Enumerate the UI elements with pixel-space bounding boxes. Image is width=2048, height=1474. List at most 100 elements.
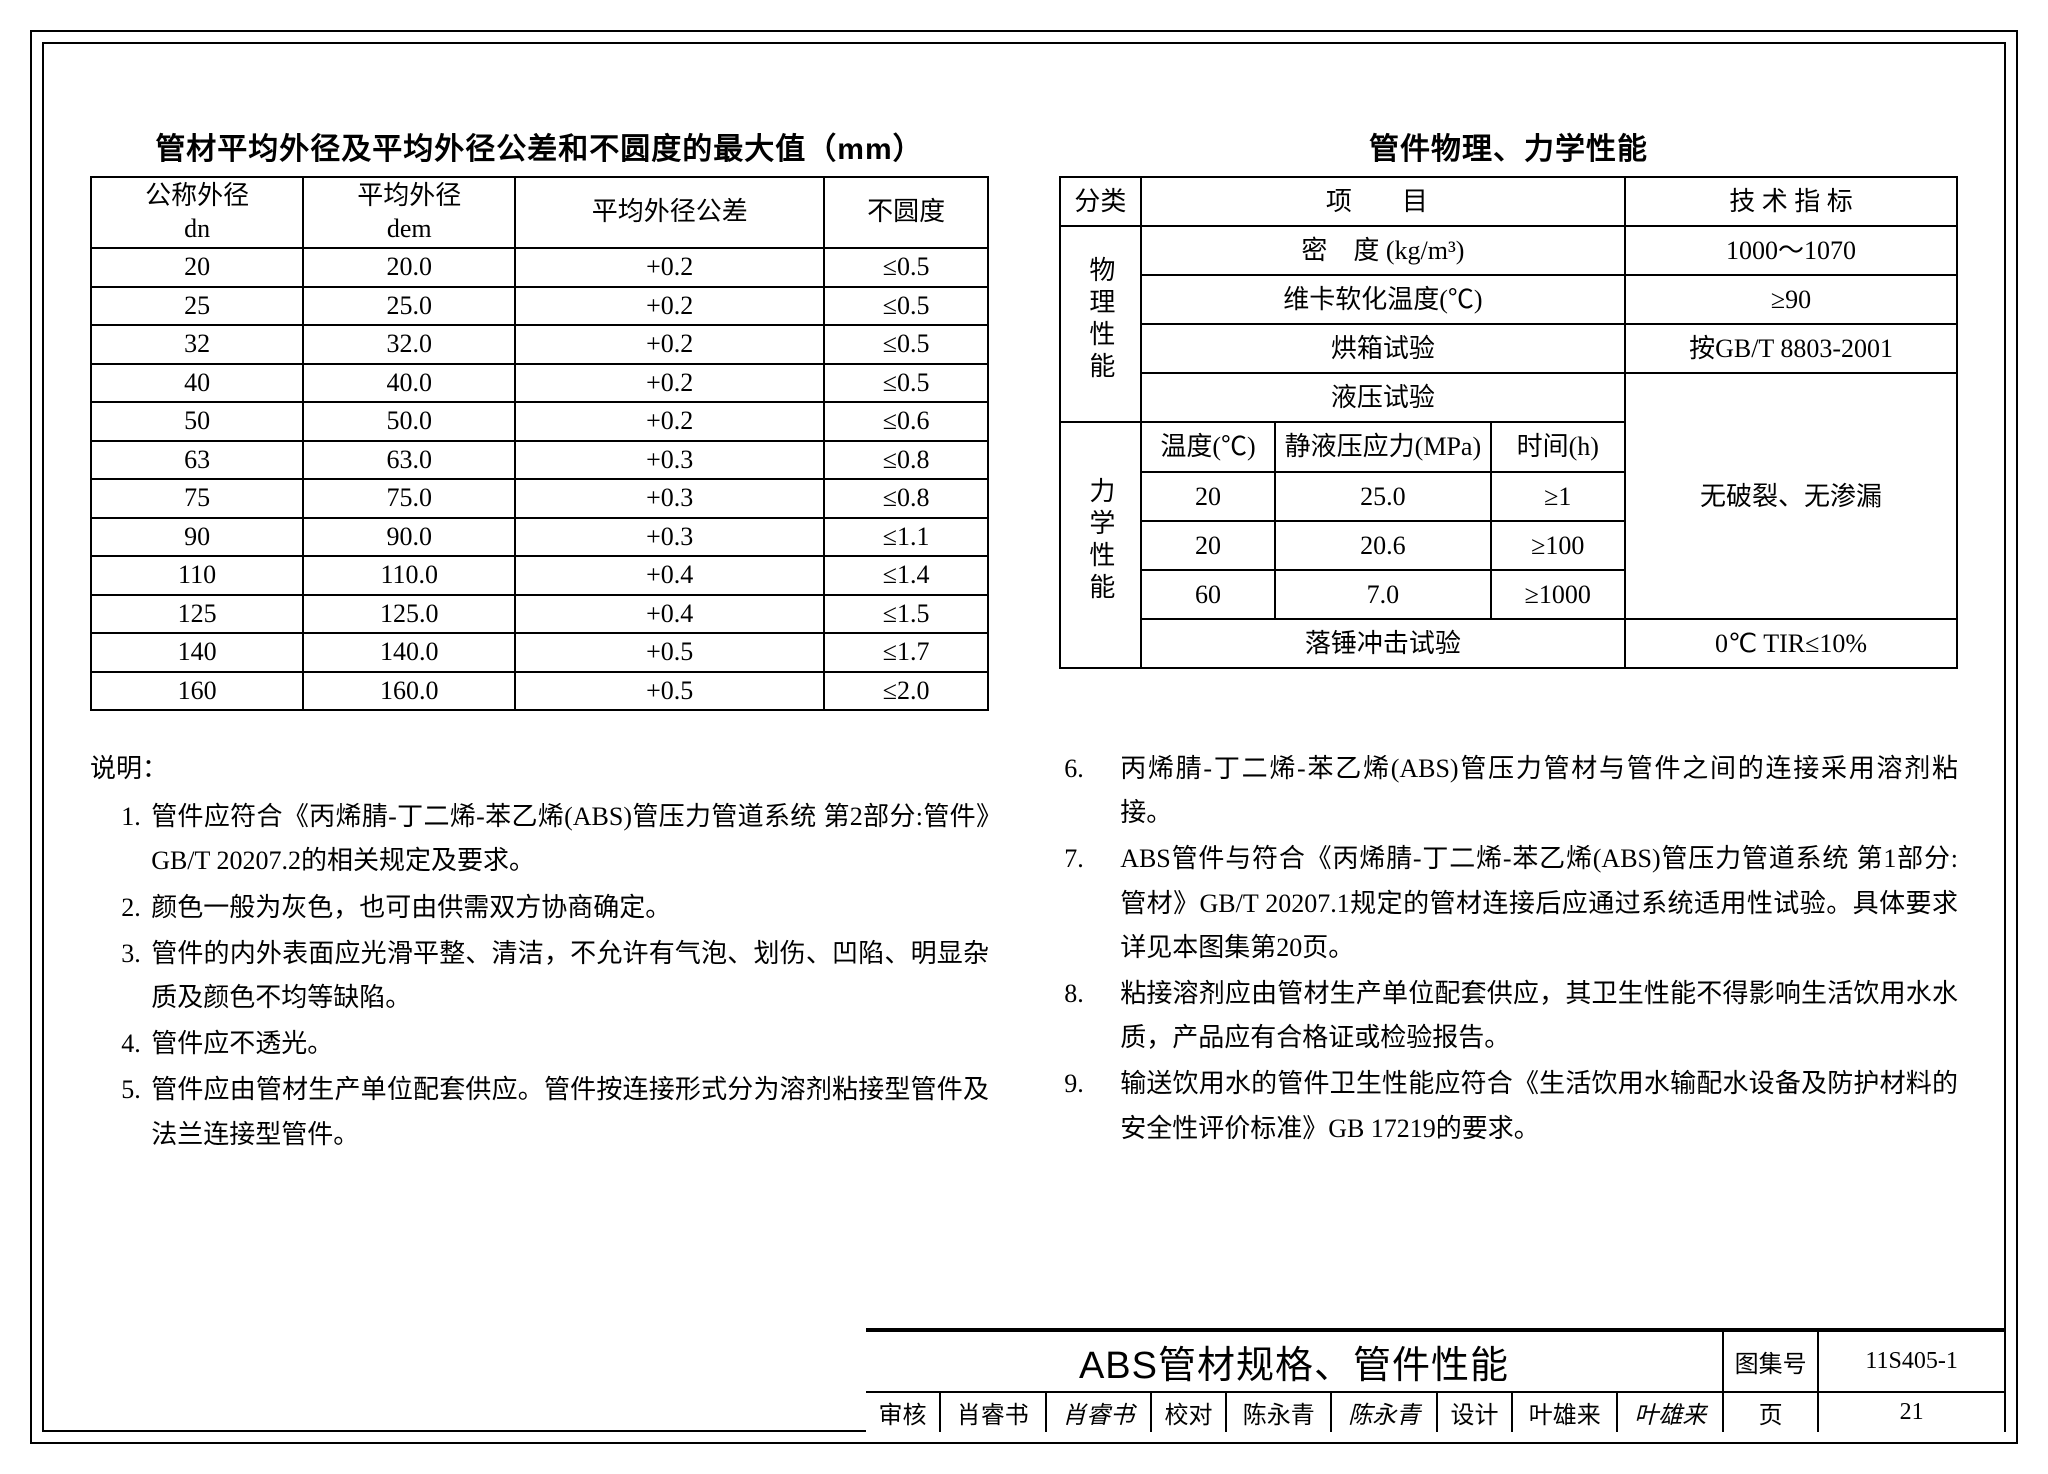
col-spec: 技 术 指 标: [1625, 177, 1957, 226]
cell-oval: ≤1.7: [824, 633, 988, 672]
cell-tol: +0.4: [515, 556, 824, 595]
cell-dem: 25.0: [303, 287, 515, 326]
cell-tol: +0.3: [515, 441, 824, 480]
table-row: 160160.0+0.5≤2.0: [91, 672, 988, 711]
cell-dn: 110: [91, 556, 303, 595]
table-row: 125125.0+0.4≤1.5: [91, 595, 988, 634]
prop-impact-label: 落锤冲击试验: [1141, 619, 1625, 668]
atlas-label: 图集号: [1723, 1331, 1818, 1392]
title-block: ABS管材规格、管件性能 图集号 11S405-1 审核 肖睿书 肖睿书 校对 …: [866, 1328, 2006, 1432]
mech-temp: 60: [1141, 570, 1276, 619]
page-number: 21: [1818, 1392, 2005, 1432]
prop-hydro-result: 无破裂、无渗漏: [1625, 373, 1957, 618]
pipe-dimensions-block: 管材平均外径及平均外径公差和不圆度的最大值（mm） 公称外径 dn 平均外径: [90, 124, 989, 711]
note-item: 粘接溶剂应由管材生产单位配套供应，其卫生性能不得影响生活饮用水水质，产品应有合格…: [1116, 972, 1958, 1060]
cell-oval: ≤0.6: [824, 402, 988, 441]
mech-stress: 20.6: [1275, 521, 1490, 570]
cell-dem: 110.0: [303, 556, 515, 595]
prop-vicat-value: ≥90: [1625, 275, 1957, 324]
table-header-row: 分类 项 目 技 术 指 标: [1060, 177, 1957, 226]
mech-stress: 7.0: [1275, 570, 1490, 619]
col-dem: 平均外径 dem: [303, 177, 515, 248]
cell-oval: ≤0.8: [824, 441, 988, 480]
cell-oval: ≤1.1: [824, 518, 988, 557]
note-item: 管件应符合《丙烯腈-丁二烯-苯乙烯(ABS)管压力管道系统 第2部分:管件》GB…: [147, 795, 989, 883]
design-label: 设计: [1437, 1392, 1512, 1432]
prop-density-value: 1000～1070: [1625, 226, 1957, 275]
cell-dem: 75.0: [303, 479, 515, 518]
prop-hydro-label: 液压试验: [1141, 373, 1625, 422]
mech-stress: 25.0: [1275, 472, 1490, 521]
mech-time: ≥1000: [1491, 570, 1626, 619]
cell-oval: ≤0.5: [824, 287, 988, 326]
check-label: 校对: [1151, 1392, 1226, 1432]
cell-dem: 125.0: [303, 595, 515, 634]
pipe-dimensions-table: 公称外径 dn 平均外径 dem 平均外径公差 不圆度: [90, 176, 989, 711]
table-row: 6363.0+0.3≤0.8: [91, 441, 988, 480]
table-header-row: 公称外径 dn 平均外径 dem 平均外径公差 不圆度: [91, 177, 988, 248]
mech-col-temp: 温度(℃): [1141, 422, 1276, 471]
cell-tol: +0.5: [515, 672, 824, 711]
cell-tol: +0.2: [515, 402, 824, 441]
cell-oval: ≤0.5: [824, 364, 988, 403]
table-row: 4040.0+0.2≤0.5: [91, 364, 988, 403]
cell-oval: ≤1.4: [824, 556, 988, 595]
mech-time: ≥100: [1491, 521, 1626, 570]
notes-label: 说明：: [90, 747, 989, 791]
prop-vicat-label: 维卡软化温度(℃): [1141, 275, 1625, 324]
note-item: 管件的内外表面应光滑平整、清洁，不允许有气泡、划伤、凹陷、明显杂质及颜色不均等缺…: [147, 932, 989, 1020]
checker-signature: 陈永青: [1331, 1392, 1436, 1432]
cell-oval: ≤0.8: [824, 479, 988, 518]
cell-tol: +0.2: [515, 364, 824, 403]
note-item: 管件应由管材生产单位配套供应。管件按连接形式分为溶剂粘接型管件及法兰连接型管件。: [147, 1068, 989, 1156]
col-category: 分类: [1060, 177, 1141, 226]
mech-col-stress: 静液压应力(MPa): [1275, 422, 1490, 471]
cell-dem: 50.0: [303, 402, 515, 441]
cell-dem: 63.0: [303, 441, 515, 480]
designer-name: 叶雄来: [1512, 1392, 1617, 1432]
designer-signature: 叶雄来: [1617, 1392, 1722, 1432]
cell-tol: +0.2: [515, 248, 824, 287]
notes-section: 说明： 管件应符合《丙烯腈-丁二烯-苯乙烯(ABS)管压力管道系统 第2部分:管…: [90, 747, 1958, 1159]
category-physical: 物理性能: [1060, 226, 1141, 422]
reviewer-signature: 肖睿书: [1046, 1392, 1151, 1432]
cell-tol: +0.3: [515, 479, 824, 518]
col-item: 项 目: [1141, 177, 1625, 226]
mech-time: ≥1: [1491, 472, 1626, 521]
fitting-properties-table: 分类 项 目 技 术 指 标 物理性能 密 度 (kg/m³) 1000～107…: [1059, 176, 1958, 669]
table-row: 9090.0+0.3≤1.1: [91, 518, 988, 557]
category-mechanical: 力学性能: [1060, 422, 1141, 667]
cell-tol: +0.2: [515, 325, 824, 364]
cell-dn: 25: [91, 287, 303, 326]
atlas-number: 11S405-1: [1818, 1331, 2005, 1392]
mech-temp: 20: [1141, 472, 1276, 521]
note-item: ABS管件与符合《丙烯腈-丁二烯-苯乙烯(ABS)管压力管道系统 第1部分: 管…: [1116, 837, 1958, 970]
prop-density-label: 密 度 (kg/m³): [1141, 226, 1625, 275]
cell-tol: +0.3: [515, 518, 824, 557]
cell-oval: ≤1.5: [824, 595, 988, 634]
cell-dem: 40.0: [303, 364, 515, 403]
drawing-frame: 管材平均外径及平均外径公差和不圆度的最大值（mm） 公称外径 dn 平均外径: [42, 42, 2006, 1432]
checker-name: 陈永青: [1226, 1392, 1331, 1432]
right-table-title: 管件物理、力学性能: [1059, 124, 1958, 168]
review-label: 审核: [866, 1392, 940, 1432]
cell-tol: +0.4: [515, 595, 824, 634]
cell-oval: ≤2.0: [824, 672, 988, 711]
cell-dn: 160: [91, 672, 303, 711]
cell-oval: ≤0.5: [824, 248, 988, 287]
col-tol: 平均外径公差: [515, 177, 824, 248]
note-item: 输送饮用水的管件卫生性能应符合《生活饮用水输配水设备及防护材料的安全性评价标准》…: [1116, 1062, 1958, 1150]
cell-dn: 32: [91, 325, 303, 364]
note-item: 颜色一般为灰色，也可由供需双方协商确定。: [147, 886, 989, 930]
cell-tol: +0.2: [515, 287, 824, 326]
cell-dn: 63: [91, 441, 303, 480]
cell-dem: 20.0: [303, 248, 515, 287]
table-row: 5050.0+0.2≤0.6: [91, 402, 988, 441]
table-row: 140140.0+0.5≤1.7: [91, 633, 988, 672]
cell-dn: 75: [91, 479, 303, 518]
note-item: 管件应不透光。: [147, 1022, 989, 1066]
note-item: 丙烯腈-丁二烯-苯乙烯(ABS)管压力管材与管件之间的连接采用溶剂粘接。: [1116, 747, 1958, 835]
cell-oval: ≤0.5: [824, 325, 988, 364]
prop-oven-label: 烘箱试验: [1141, 324, 1625, 373]
cell-dem: 140.0: [303, 633, 515, 672]
